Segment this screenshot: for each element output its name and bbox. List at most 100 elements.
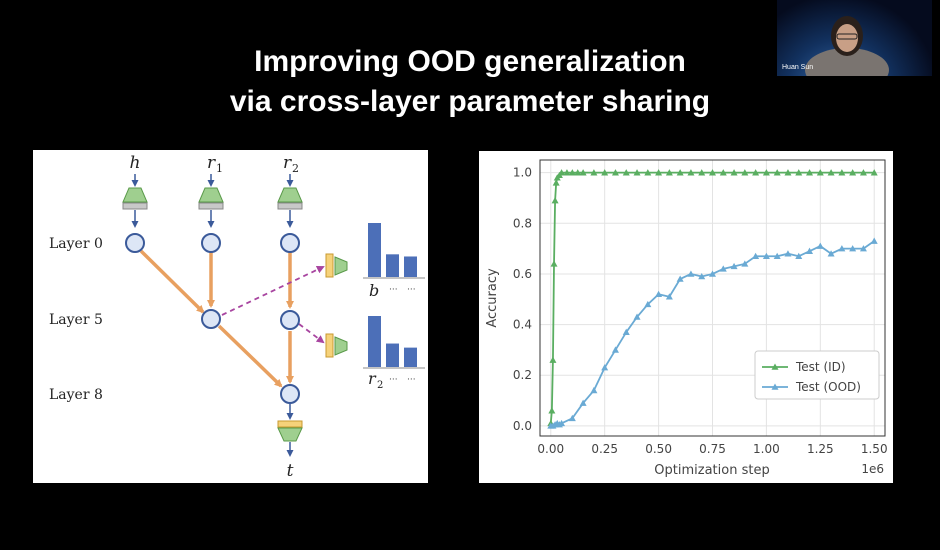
accuracy-chart: 0.0 0.2 0.4 0.6 0.8 1.0 0.00 0.25 0.50 0.75 1.00 1…: [479, 151, 893, 483]
webcam-participant-name: Huan Sun: [782, 64, 814, 71]
legend-label-0: Test (ID): [795, 360, 846, 374]
series-layer: [547, 169, 878, 429]
series-1-point-32: [849, 245, 857, 252]
y-tick-label-1: 0.2: [513, 368, 532, 382]
series-0-point-3: [550, 260, 558, 267]
chart-legend: Test (ID) Test (OOD): [754, 350, 880, 400]
series-1-point-13: [644, 300, 652, 308]
hidden-flow-arrows: [139, 249, 294, 388]
series-0-point-12: [579, 169, 587, 176]
x-tick-label-5: 1.25: [807, 442, 834, 456]
webcam-thumbnail: Huan Sun: [777, 0, 932, 76]
series-1-point-24: [762, 252, 770, 260]
diagram-svg: h r 1 r 2 Layer 0 Laye: [49, 153, 425, 481]
distribution-bars-top: [368, 223, 417, 277]
input-label-r2: r 2: [283, 153, 299, 175]
series-1-point-22: [741, 260, 749, 267]
x-tick-label-1: 0.25: [591, 442, 618, 456]
series-0-point-34: [816, 169, 824, 176]
y-axis-label: Accuracy: [485, 268, 500, 328]
series-0-point-26: [730, 169, 738, 176]
x-tick-label-3: 0.75: [699, 442, 726, 456]
series-0-point-31: [784, 169, 792, 176]
layer-label-0: Layer 0: [49, 236, 103, 252]
series-0-point-36: [838, 169, 846, 176]
series-0-point-21: [676, 169, 684, 176]
series-0-point-11: [574, 169, 582, 176]
layer-label-5: Layer 5: [49, 312, 103, 328]
y-tick-label-0: 0.0: [513, 419, 532, 433]
series-1-point-10: [611, 346, 619, 353]
x-tick-labels: 0.00 0.25 0.50 0.75 1.00 1.25 1.50: [537, 442, 887, 456]
svg-text:2: 2: [377, 380, 383, 391]
svg-text:2: 2: [292, 162, 299, 175]
x-axis-label: Optimization step: [654, 463, 769, 478]
input-label-r1: r 1: [207, 153, 223, 175]
series-1-point-33: [859, 245, 867, 252]
y-tick-label-2: 0.4: [513, 318, 532, 332]
series-1-point-11: [622, 328, 630, 335]
probe-head-bottom: [325, 333, 348, 358]
series-1-point-23: [752, 252, 760, 260]
distribution-bars-bottom: [368, 316, 417, 367]
series-1-point-6: [568, 414, 576, 422]
series-0-point-28: [752, 169, 760, 176]
x-tick-label-2: 0.50: [645, 442, 672, 456]
ellipsis-bottom-1: ···: [389, 375, 398, 385]
svg-text:r: r: [368, 369, 377, 388]
legend-marker-0: [771, 363, 779, 370]
x-tick-label-6: 1.50: [861, 442, 888, 456]
output-label-t: t: [287, 461, 294, 481]
svg-text:r: r: [283, 153, 292, 173]
legend-marker-1: [771, 383, 779, 390]
series-0-point-29: [762, 169, 770, 176]
output-label-b: b: [369, 281, 379, 300]
hidden-nodes: [125, 233, 300, 404]
embedding-r2: [277, 174, 303, 228]
series-0-point-5: [552, 179, 560, 186]
series-1-point-12: [633, 313, 641, 320]
series-0-point-30: [773, 169, 781, 176]
series-1-point-14: [655, 290, 663, 298]
series-0-point-38: [859, 169, 867, 176]
x-axis-multiplier: 1e6: [861, 462, 884, 476]
embedding-r1: [198, 174, 224, 228]
series-0-point-39: [870, 169, 878, 176]
series-0-point-35: [827, 169, 835, 176]
series-1-point-18: [698, 272, 706, 280]
series-0-point-4: [551, 197, 559, 204]
series-0-point-22: [687, 169, 695, 176]
bottom-distribution-bar-2: [404, 347, 417, 367]
series-1-point-17: [687, 270, 695, 277]
model-diagram: h r 1 r 2 Layer 0 Laye: [33, 150, 428, 483]
ellipsis-top-1: ···: [389, 285, 398, 295]
series-1-point-31: [838, 245, 846, 252]
layer-label-8: Layer 8: [49, 387, 103, 403]
series-1-point-21: [730, 262, 738, 270]
top-distribution-bar-1: [386, 254, 399, 277]
svg-text:1: 1: [216, 162, 223, 175]
series-0-point-33: [806, 169, 814, 176]
series-0-point-32: [795, 169, 803, 176]
series-1-point-15: [665, 293, 673, 300]
series-0-point-27: [741, 169, 749, 176]
series-1-point-25: [773, 252, 781, 260]
input-label-h: h: [130, 153, 141, 173]
ellipsis-bottom-2: ···: [407, 375, 416, 385]
series-0-point-10: [568, 169, 576, 176]
series-1-point-5: [558, 419, 566, 427]
ellipsis-top-2: ···: [407, 285, 416, 295]
output-head: [277, 404, 303, 457]
series-0-point-23: [698, 169, 706, 176]
y-tick-labels: 0.0 0.2 0.4 0.6 0.8 1.0: [513, 166, 532, 433]
embedding-h: [122, 174, 148, 228]
top-distribution-bar-2: [404, 256, 417, 277]
series-0-point-17: [633, 169, 641, 176]
slide-title-line-1: Improving OOD generalization: [254, 45, 686, 78]
slide-title-line-2: via cross-layer parameter sharing: [229, 85, 711, 118]
x-tick-label-4: 1.00: [753, 442, 780, 456]
series-1-point-26: [784, 250, 792, 257]
series-0-point-25: [719, 169, 727, 176]
series-0-point-8: [558, 169, 566, 176]
y-tick-label-4: 0.8: [513, 216, 532, 230]
